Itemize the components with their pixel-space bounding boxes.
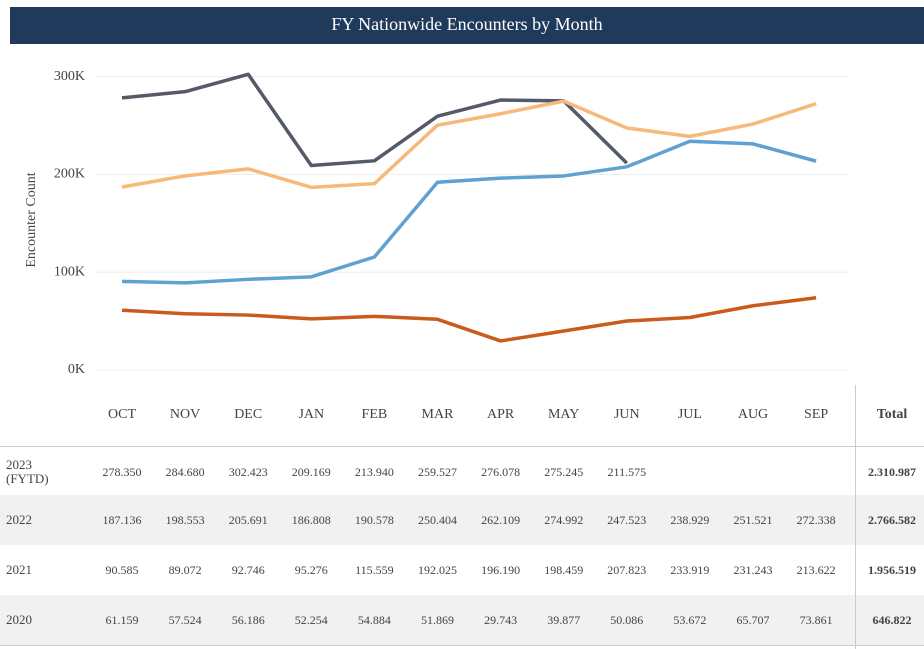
table-cell: 92.746	[231, 563, 265, 577]
table-cell: 251.521	[733, 513, 773, 527]
column-header: AUG	[737, 407, 769, 422]
row-header: 2021	[6, 562, 32, 577]
column-header: Total	[876, 407, 908, 422]
table-cell: 198.459	[544, 563, 584, 577]
table-cell: 209.169	[291, 465, 331, 479]
table-cell: 29.743	[484, 613, 518, 627]
table-cell: 274.992	[544, 513, 584, 527]
total-cell: 2.310.987	[868, 465, 916, 479]
table-cell: 275.245	[544, 465, 584, 479]
table-cell: 61.159	[105, 613, 139, 627]
table-cell: 115.559	[355, 563, 394, 577]
table-cell: 54.884	[357, 613, 391, 627]
table-cell: 192.025	[418, 563, 457, 577]
table-cell: 272.338	[796, 513, 836, 527]
series-line	[121, 296, 817, 343]
series-line	[121, 72, 629, 168]
table-cell: 233.919	[670, 563, 710, 577]
header-line	[0, 446, 924, 447]
table-cell: 51.869	[421, 613, 454, 627]
table-cell: 50.086	[610, 613, 644, 627]
column-header: DEC	[234, 407, 263, 422]
table-cell: 90.585	[105, 563, 139, 577]
table-cell: 53.672	[673, 613, 707, 627]
column-header: MAR	[421, 407, 454, 422]
row-header: 2020	[6, 612, 32, 627]
table-cell: 95.276	[294, 563, 328, 577]
table-cell: 186.808	[291, 513, 331, 527]
table-cell: 52.254	[294, 613, 328, 627]
total-divider	[855, 385, 856, 649]
table-cell: 250.404	[418, 513, 457, 527]
table-cell: 207.823	[607, 563, 647, 577]
total-cell: 2.766.582	[868, 513, 916, 527]
column-header: FEB	[361, 407, 388, 422]
table-cell: 284.680	[165, 465, 205, 479]
row-header: 2022	[6, 512, 32, 527]
row-header: 2023 (FYTD)	[6, 457, 49, 486]
table-cell: 187.136	[102, 513, 142, 527]
series-line	[121, 139, 817, 285]
table-cell: 213.940	[354, 465, 394, 479]
row-background	[0, 595, 924, 645]
column-header: JUN	[613, 407, 640, 422]
table-cell: 205.691	[228, 513, 268, 527]
y-axis-label: Encounter Count	[24, 172, 39, 267]
bottom-line	[0, 645, 924, 646]
column-header: MAY	[547, 407, 580, 422]
y-tick-label: 300K	[54, 69, 85, 84]
table-cell: 73.861	[799, 613, 833, 627]
table-cell: 56.186	[231, 613, 265, 627]
table-cell: 57.524	[168, 613, 202, 627]
total-cell: 1.956.519	[868, 563, 916, 577]
column-header: NOV	[169, 407, 201, 422]
table-cell: 211.575	[607, 465, 647, 479]
table-cell: 65.707	[736, 613, 770, 627]
table-cell: 278.350	[102, 465, 142, 479]
y-tick-label: 200K	[54, 167, 85, 182]
column-header: OCT	[108, 407, 136, 422]
column-header: APR	[486, 407, 515, 422]
table-cell: 190.578	[354, 513, 394, 527]
table-cell: 276.078	[481, 465, 521, 479]
y-tick-label: 100K	[54, 264, 85, 279]
table-cell: 213.622	[796, 563, 836, 577]
table-cell: 231.243	[733, 563, 773, 577]
y-tick-label: 0K	[68, 362, 85, 377]
table-cell: 198.553	[165, 513, 205, 527]
column-header: JAN	[298, 407, 325, 422]
total-cell: 646.822	[872, 613, 912, 627]
row-background	[0, 495, 924, 545]
series-line	[121, 99, 817, 190]
table-cell: 39.877	[547, 613, 581, 627]
table-cell: 259.527	[418, 465, 457, 479]
table-cell: 238.929	[670, 513, 710, 527]
table-cell: 302.423	[228, 465, 268, 479]
chart-title: FY Nationwide Encounters by Month	[331, 14, 602, 34]
table-cell: 262.109	[481, 513, 521, 527]
column-header: JUL	[677, 407, 702, 422]
table-cell: 247.523	[607, 513, 647, 527]
title-bar	[10, 7, 924, 44]
table-cell: 89.072	[168, 563, 202, 577]
table-cell: 196.190	[481, 563, 521, 577]
column-header: SEP	[804, 407, 829, 422]
